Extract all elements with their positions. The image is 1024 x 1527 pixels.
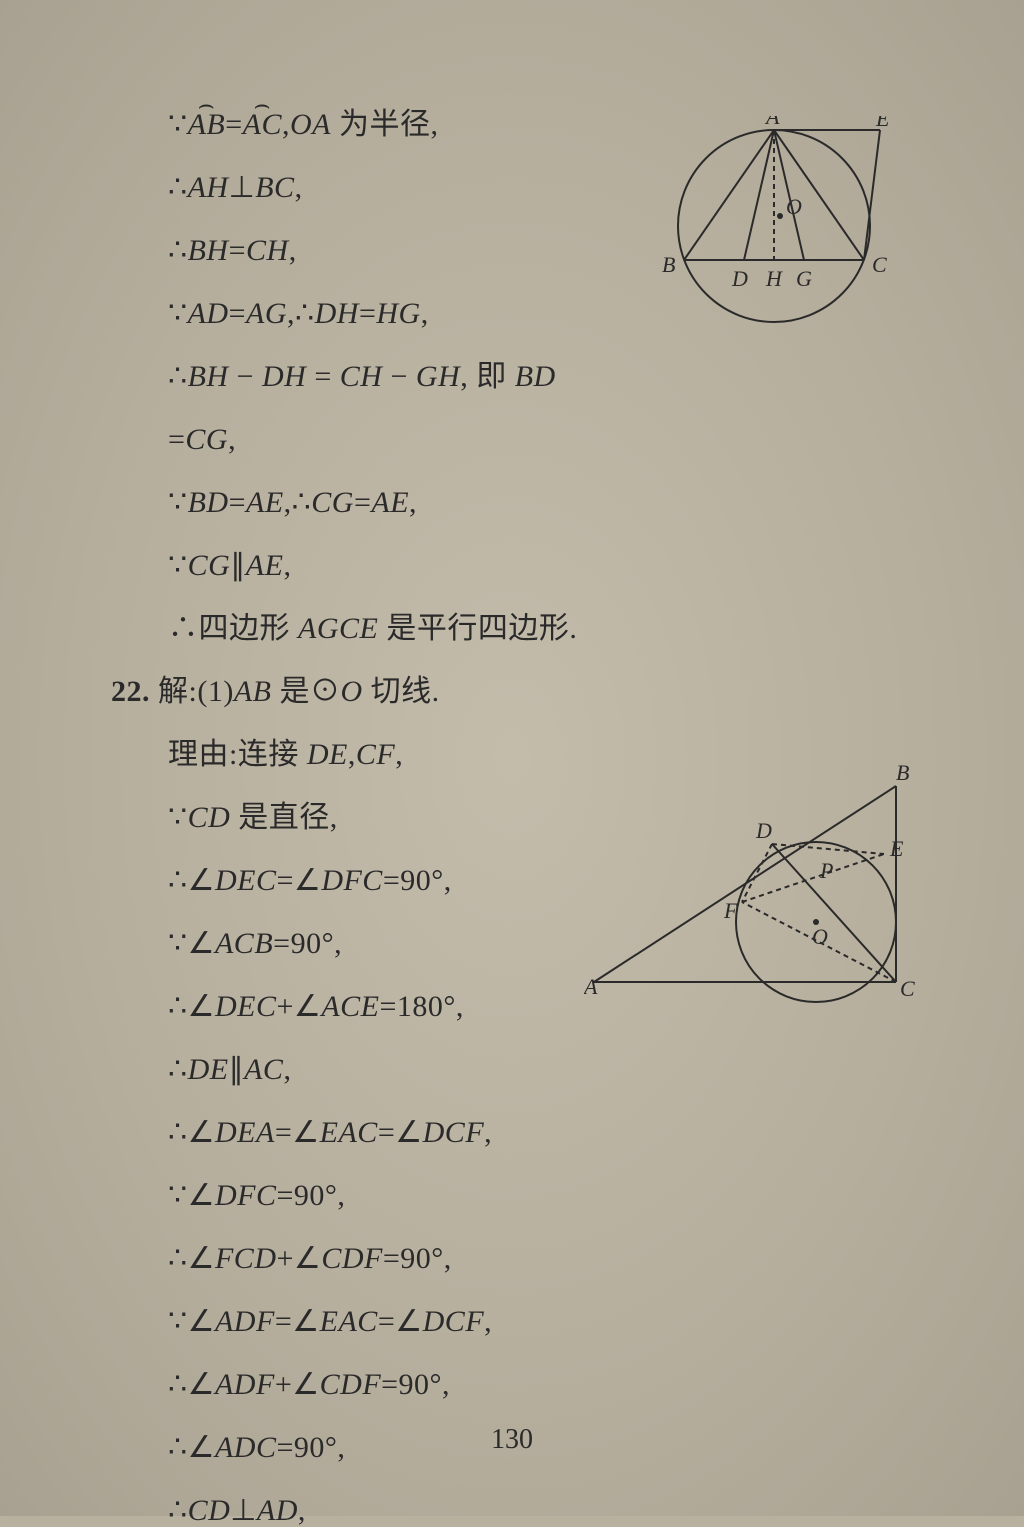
proof-line: ∴CD⊥AD, bbox=[80, 1496, 964, 1526]
svg-text:E: E bbox=[889, 836, 904, 861]
proof-line: ∴四边形 AGCE 是平行四边形. bbox=[80, 614, 964, 644]
proof-line: =CG, bbox=[80, 425, 964, 455]
svg-text:B: B bbox=[896, 760, 909, 785]
proof-line: ∴∠ADF+∠CDF=90°, bbox=[80, 1370, 964, 1400]
proof-line: 22.解:(1)AB 是⊙O 切线. bbox=[80, 677, 964, 707]
proof-line: ∵CG∥AE, bbox=[80, 551, 964, 581]
proof-line: ∴BH − DH = CH − GH, 即 BD bbox=[80, 362, 964, 392]
figure-2: A C B D E F P O bbox=[584, 750, 924, 1035]
svg-text:O: O bbox=[812, 924, 828, 949]
svg-text:C: C bbox=[900, 976, 915, 1001]
svg-text:G: G bbox=[796, 266, 812, 291]
proof-line: ∵∠DFC=90°, bbox=[80, 1181, 964, 1211]
svg-text:A: A bbox=[584, 974, 598, 999]
svg-text:D: D bbox=[755, 818, 772, 843]
proof-line: ∵∠ADF=∠EAC=∠DCF, bbox=[80, 1307, 964, 1337]
proof-line: ∵BD=AE,∴CG=AE, bbox=[80, 488, 964, 518]
svg-text:F: F bbox=[723, 898, 738, 923]
svg-text:O: O bbox=[786, 194, 802, 219]
content-block: AEBCDHGO ACBDEFPO ∵AB=AC,OA 为半径,∴AH⊥BC,∴… bbox=[80, 110, 964, 1526]
proof-line: ∴DE∥AC, bbox=[80, 1055, 964, 1085]
svg-text:D: D bbox=[731, 266, 748, 291]
svg-text:B: B bbox=[662, 252, 675, 277]
svg-text:H: H bbox=[765, 266, 783, 291]
svg-text:C: C bbox=[872, 252, 887, 277]
svg-text:P: P bbox=[819, 858, 833, 883]
svg-text:A: A bbox=[764, 116, 780, 129]
proof-line: ∴∠DEA=∠EAC=∠DCF, bbox=[80, 1118, 964, 1148]
proof-line: ∴∠FCD+∠CDF=90°, bbox=[80, 1244, 964, 1274]
page-number: 130 bbox=[0, 1424, 1024, 1456]
svg-text:E: E bbox=[875, 116, 890, 131]
figure-1: A E B C DHG O bbox=[644, 116, 904, 351]
page: AEBCDHGO ACBDEFPO ∵AB=AC,OA 为半径,∴AH⊥BC,∴… bbox=[0, 0, 1024, 1516]
